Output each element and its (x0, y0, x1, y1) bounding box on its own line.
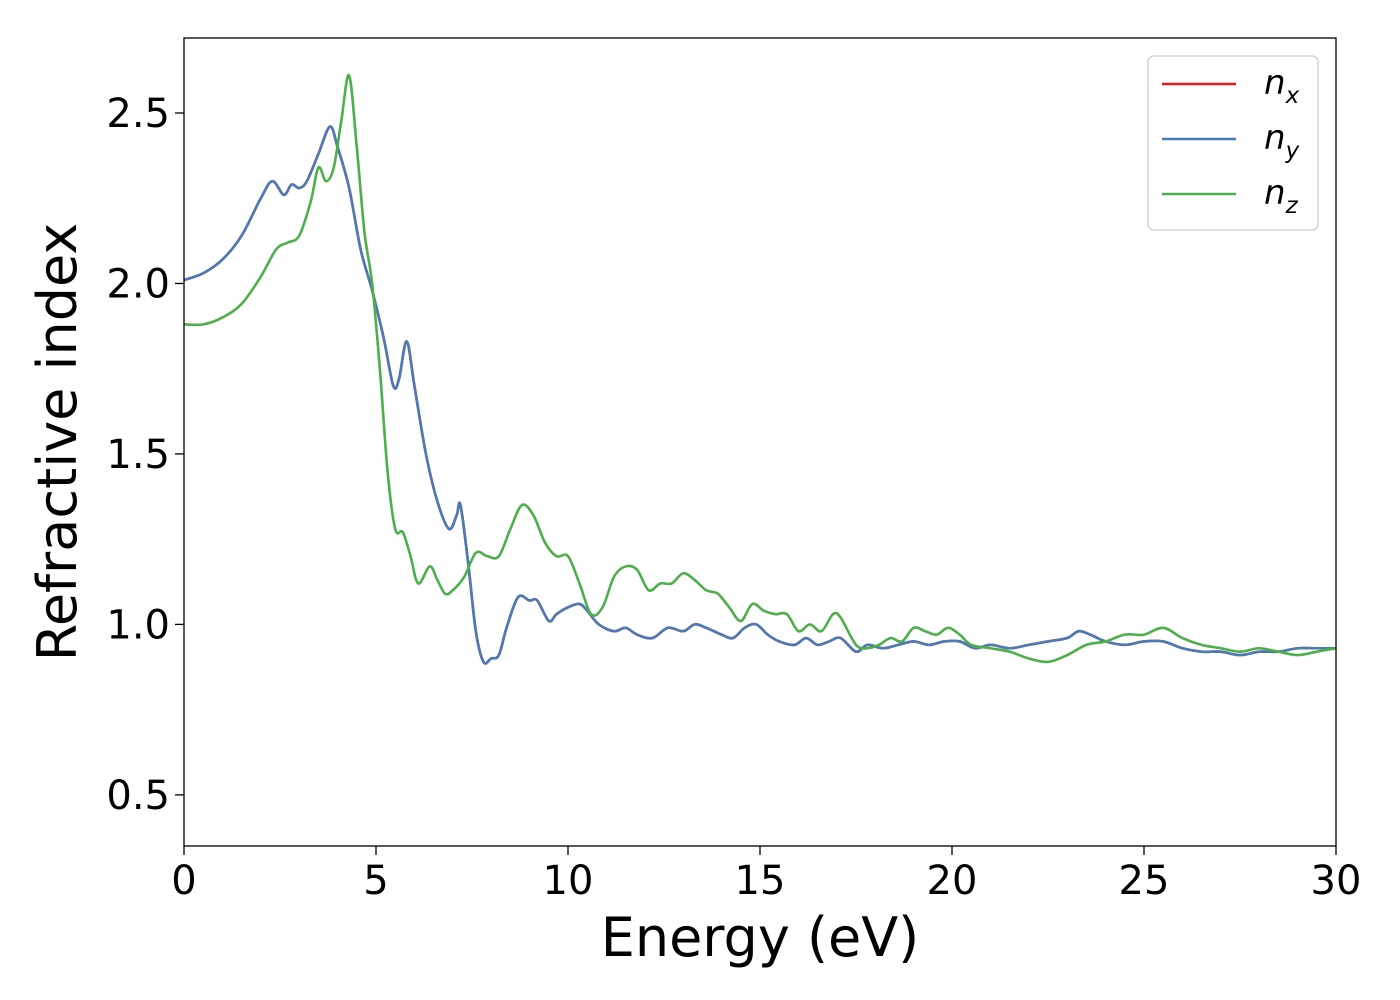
x-axis-title: Energy (eV) (601, 906, 920, 969)
x-tick-label: 20 (927, 858, 978, 904)
series-line-y (184, 125, 1336, 665)
y-tick-label: 2.5 (106, 91, 170, 137)
y-tick-label: 1.5 (106, 432, 170, 478)
series-line-z (184, 74, 1336, 664)
y-tick-label: 0.5 (106, 773, 170, 819)
y-tick-label: 2.0 (106, 261, 170, 307)
x-tick-label: 25 (1119, 858, 1170, 904)
y-tick-label: 1.0 (106, 602, 170, 648)
x-tick-label: 0 (171, 858, 196, 904)
legend-label-x: nx (1264, 63, 1300, 109)
legend-box (1147, 55, 1319, 231)
x-tick-label: 5 (363, 858, 388, 904)
x-tick-label: 10 (543, 858, 594, 904)
y-axis-title: Refractive index (26, 223, 89, 662)
x-axis: 0 5 10 15 20 25 30 (171, 846, 1361, 904)
y-axis: 0.5 1.0 1.5 2.0 2.5 (106, 91, 184, 819)
series-layer (184, 74, 1336, 665)
x-tick-label: 15 (735, 858, 786, 904)
x-tick-label: 30 (1311, 858, 1362, 904)
